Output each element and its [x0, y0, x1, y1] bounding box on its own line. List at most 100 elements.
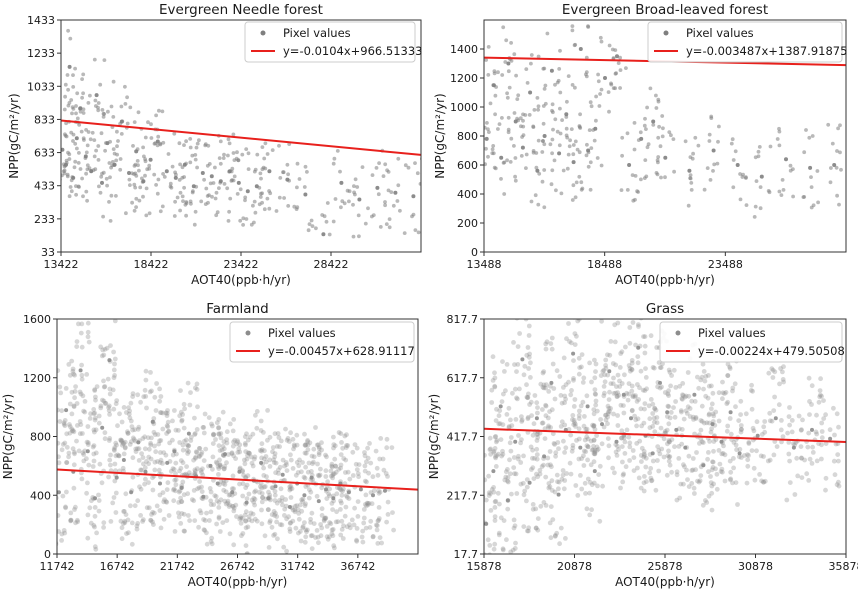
data-point-cloud: [311, 454, 317, 460]
data-point-cloud: [288, 483, 294, 489]
data-point-cloud: [151, 429, 157, 435]
data-point-cloud: [67, 401, 73, 407]
data-point-cloud: [101, 384, 107, 390]
data-point-cloud: [201, 425, 207, 430]
data-point: [331, 496, 336, 501]
data-point-cloud: [88, 93, 92, 98]
data-point-cloud: [661, 126, 665, 131]
data-point-cloud: [570, 198, 575, 202]
data-point: [155, 139, 160, 144]
data-point-cloud: [630, 320, 636, 325]
data-point-cloud: [835, 193, 839, 198]
data-point-cloud: [654, 420, 660, 426]
data-point-cloud: [76, 161, 81, 165]
data-point: [737, 451, 742, 456]
data-point-cloud: [100, 347, 106, 353]
data-point: [513, 439, 518, 444]
data-point-cloud: [238, 515, 244, 521]
data-point-cloud: [809, 175, 813, 180]
data-point-cloud: [784, 497, 790, 503]
data-point-cloud: [201, 527, 207, 533]
data-point-cloud: [229, 450, 235, 456]
data-point-cloud: [550, 431, 556, 437]
data-point-cloud: [193, 385, 198, 391]
data-point-cloud: [553, 450, 559, 456]
data-point-cloud: [226, 504, 232, 509]
data-point-cloud: [316, 446, 322, 451]
data-point-cloud: [274, 209, 279, 213]
plot-area: [61, 28, 421, 239]
data-point-cloud: [377, 489, 383, 495]
data-point-cloud: [90, 464, 96, 469]
data-point-cloud: [488, 451, 493, 457]
data-point: [114, 475, 119, 480]
data-point-cloud: [87, 505, 93, 511]
data-point-cloud: [491, 450, 496, 455]
data-point-cloud: [661, 454, 667, 460]
data-point-cloud: [366, 470, 371, 476]
data-point-cloud: [688, 173, 693, 178]
data-point-cloud: [632, 394, 638, 400]
data-point-cloud: [575, 493, 581, 498]
data-point-cloud: [402, 231, 407, 236]
data-point-cloud: [613, 71, 618, 76]
data-point-cloud: [548, 341, 554, 346]
data-point-cloud: [66, 450, 72, 456]
data-point-cloud: [591, 459, 597, 465]
data-point-cloud: [524, 166, 528, 171]
data-point-cloud: [526, 525, 532, 531]
data-point-cloud: [85, 163, 90, 168]
data-point: [556, 492, 561, 497]
data-point-cloud: [350, 449, 356, 455]
data-point-cloud: [146, 446, 152, 452]
data-point-cloud: [823, 412, 828, 418]
data-point-cloud: [221, 487, 227, 493]
data-point-cloud: [218, 139, 223, 144]
data-point-cloud: [518, 440, 523, 446]
data-point-cloud: [74, 192, 78, 197]
data-point-cloud: [82, 448, 88, 454]
data-point-cloud: [356, 462, 362, 467]
data-point-cloud: [515, 362, 521, 367]
data-point-cloud: [630, 394, 636, 400]
data-point-cloud: [244, 147, 249, 152]
data-point-cloud: [152, 172, 157, 177]
data-point-cloud: [181, 401, 187, 407]
data-point-cloud: [72, 507, 77, 512]
data-point-cloud: [561, 438, 566, 444]
data-point-cloud: [618, 55, 622, 60]
data-point-cloud: [744, 175, 748, 180]
data-point-cloud: [491, 144, 496, 148]
data-point-cloud: [545, 31, 550, 36]
data-point-cloud: [78, 422, 84, 427]
data-point-cloud: [534, 165, 539, 170]
data-point-cloud: [81, 107, 86, 112]
data-point-cloud: [577, 174, 582, 179]
data-point-cloud: [324, 524, 330, 529]
data-point-cloud: [787, 422, 792, 428]
data-point-cloud: [621, 471, 626, 477]
data-point-cloud: [92, 154, 97, 159]
data-point: [520, 145, 525, 150]
data-point-cloud: [506, 130, 511, 135]
data-point-cloud: [738, 412, 743, 417]
data-point-cloud: [729, 141, 734, 146]
data-point-cloud: [201, 430, 207, 436]
data-point-cloud: [494, 438, 500, 443]
data-point-cloud: [500, 546, 506, 552]
legend-label-fit: y=-0.0104x+966.51333: [283, 44, 422, 58]
data-point-cloud: [170, 452, 176, 458]
data-point-cloud: [363, 221, 368, 226]
data-point-cloud: [365, 445, 370, 451]
data-point-cloud: [354, 467, 360, 472]
data-point-cloud: [232, 437, 238, 443]
data-point-cloud: [564, 336, 569, 342]
data-point-cloud: [629, 366, 635, 372]
data-point-cloud: [642, 176, 647, 181]
data-point-cloud: [484, 125, 487, 130]
data-point-cloud: [599, 87, 604, 92]
data-point-cloud: [230, 443, 236, 449]
data-point-cloud: [553, 533, 558, 538]
data-point-cloud: [508, 417, 513, 423]
data-point-cloud: [134, 526, 140, 532]
